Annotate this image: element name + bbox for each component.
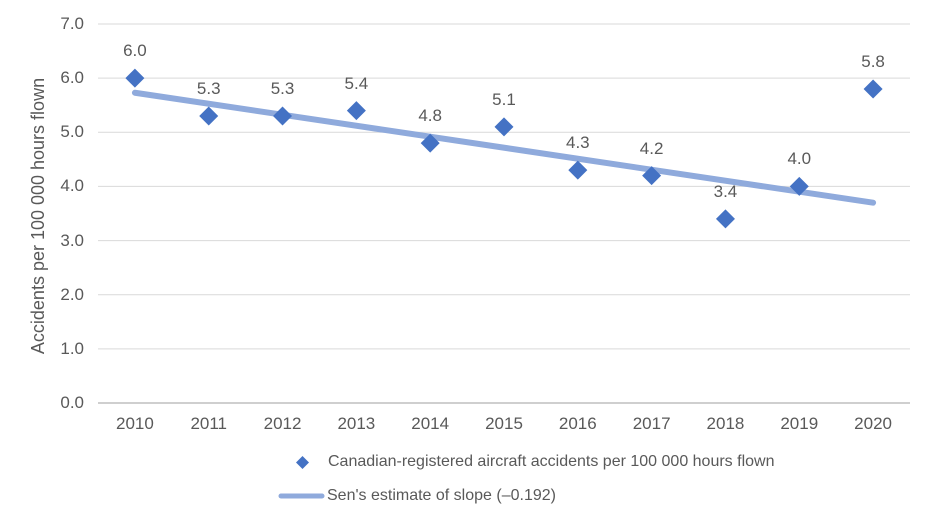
- data-point-marker: [199, 106, 219, 126]
- y-tick-label: 4.0: [60, 176, 84, 196]
- data-label: 5.3: [196, 79, 221, 99]
- data-label: 4.3: [565, 133, 590, 153]
- data-label: 5.3: [270, 79, 295, 99]
- data-label: 5.4: [344, 73, 369, 93]
- legend-item-sens-slope: Sen's estimate of slope (–0.192): [278, 484, 556, 508]
- trend-line: [131, 89, 877, 206]
- legend-trendline-icon: [278, 493, 325, 499]
- x-tick-label: 2020: [854, 414, 892, 433]
- y-tick-label: 7.0: [60, 14, 84, 33]
- x-tick-label: 2016: [558, 414, 597, 433]
- x-tick-label: 2013: [337, 414, 376, 433]
- y-tick-label: 1.0: [60, 338, 84, 358]
- data-label: 5.1: [492, 89, 516, 109]
- y-tick-label: 3.0: [60, 230, 84, 250]
- y-tick-label: 0.0: [60, 393, 84, 412]
- data-point-marker: [273, 106, 293, 126]
- data-point-marker: [789, 176, 809, 196]
- data-label: 4.2: [639, 138, 664, 158]
- x-tick-label: 2012: [263, 414, 302, 433]
- data-label: 4.0: [787, 149, 812, 169]
- data-point-marker: [863, 79, 883, 99]
- data-point-marker: [568, 160, 588, 180]
- legend-label-accidents: Canadian-registered aircraft accidents p…: [328, 453, 775, 470]
- y-tick-label: 5.0: [60, 122, 84, 142]
- data-point-marker: [715, 209, 735, 229]
- y-tick-label: 2.0: [60, 284, 84, 304]
- legend-item-accidents: Canadian-registered aircraft accidents p…: [296, 450, 774, 474]
- data-point-marker: [420, 133, 440, 153]
- x-tick-label: 2011: [190, 414, 227, 433]
- y-tick-label: 6.0: [60, 68, 84, 88]
- data-point-marker: [494, 117, 514, 137]
- x-tick-label: 2018: [706, 414, 745, 433]
- legend-label-sens-slope: Sen's estimate of slope (–0.192): [327, 487, 556, 504]
- data-label: 5.8: [861, 51, 885, 71]
- data-label: 4.8: [418, 106, 442, 126]
- x-tick-label: 2010: [115, 414, 154, 433]
- x-tick-label: 2019: [780, 414, 819, 433]
- x-tick-label: 2017: [632, 414, 671, 433]
- data-point-marker: [346, 101, 366, 121]
- legend-diamond-icon: [296, 455, 309, 469]
- data-point-marker: [125, 68, 145, 88]
- data-point-marker: [642, 166, 662, 186]
- data-label: 6.0: [123, 41, 147, 61]
- x-tick-label: 2014: [411, 414, 450, 433]
- data-label: 3.4: [713, 181, 738, 201]
- x-tick-label: 2015: [485, 414, 523, 433]
